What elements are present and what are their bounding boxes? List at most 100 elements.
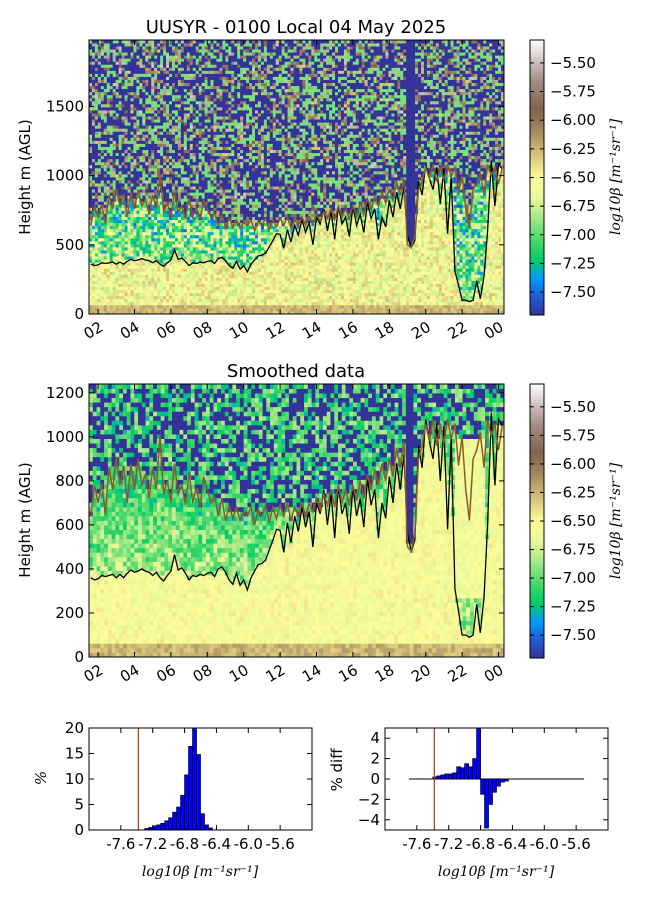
raw-cell <box>249 168 252 171</box>
raw-cell <box>166 140 169 143</box>
raw-cell <box>104 226 107 229</box>
raw-cell <box>125 122 128 125</box>
raw-cell <box>169 195 172 198</box>
raw-cell <box>249 192 252 195</box>
raw-cell <box>249 80 252 83</box>
raw-cell <box>107 144 110 147</box>
raw-cell <box>196 156 199 159</box>
raw-cell <box>107 183 110 186</box>
raw-cell <box>92 137 95 140</box>
raw-cell <box>104 229 107 232</box>
raw-cell <box>225 98 228 101</box>
raw-cell <box>208 277 211 280</box>
raw-cell <box>190 137 193 140</box>
raw-cell <box>128 171 131 174</box>
raw-cell <box>142 220 145 223</box>
raw-cell <box>190 253 193 256</box>
raw-cell <box>104 284 107 287</box>
raw-cell <box>136 107 139 110</box>
raw-cell <box>172 107 175 110</box>
raw-cell <box>222 73 225 76</box>
raw-cell <box>240 241 243 244</box>
raw-cell <box>193 259 196 262</box>
raw-cell <box>163 107 166 110</box>
raw-cell <box>157 95 160 98</box>
raw-cell <box>216 277 219 280</box>
raw-cell <box>145 238 148 241</box>
raw-cell <box>113 253 116 256</box>
raw-cell <box>98 150 101 153</box>
raw-cell <box>184 153 187 156</box>
raw-cell <box>125 305 128 308</box>
raw-cell <box>136 95 139 98</box>
raw-cell <box>208 113 211 116</box>
raw-cell <box>202 195 205 198</box>
raw-cell <box>157 77 160 80</box>
raw-cell <box>122 235 125 238</box>
raw-cell <box>231 89 234 92</box>
raw-cell <box>110 265 113 268</box>
raw-cell <box>184 49 187 52</box>
raw-cell <box>169 177 172 180</box>
raw-cell <box>139 299 142 302</box>
raw-cell <box>139 55 142 58</box>
raw-cell <box>211 244 214 247</box>
raw-cell <box>237 49 240 52</box>
raw-cell <box>128 235 131 238</box>
raw-cell <box>249 210 252 213</box>
raw-cell <box>184 77 187 80</box>
raw-cell <box>240 244 243 247</box>
raw-cell <box>199 183 202 186</box>
raw-cell <box>145 220 148 223</box>
raw-cell <box>116 277 119 280</box>
raw-cell <box>131 162 134 165</box>
raw-cell <box>131 253 134 256</box>
raw-cell <box>166 58 169 61</box>
raw-cell <box>208 55 211 58</box>
raw-cell <box>234 201 237 204</box>
raw-cell <box>208 180 211 183</box>
raw-cell <box>237 204 240 207</box>
raw-cell <box>178 241 181 244</box>
raw-cell <box>145 290 148 293</box>
raw-cell <box>175 177 178 180</box>
raw-cell <box>145 92 148 95</box>
raw-cell <box>240 296 243 299</box>
raw-cell <box>107 308 110 311</box>
raw-cell <box>92 299 95 302</box>
raw-cell <box>98 281 101 284</box>
raw-cell <box>222 183 225 186</box>
raw-cell <box>231 153 234 156</box>
raw-cell <box>89 40 92 43</box>
raw-cell <box>154 308 157 311</box>
raw-cell <box>154 61 157 64</box>
raw-cell <box>136 153 139 156</box>
raw-cell <box>178 226 181 229</box>
raw-cell <box>131 107 134 110</box>
raw-cell <box>142 262 145 265</box>
raw-cell <box>184 299 187 302</box>
raw-cell <box>175 277 178 280</box>
raw-cell <box>190 229 193 232</box>
raw-cell <box>237 52 240 55</box>
raw-cell <box>154 171 157 174</box>
raw-cell <box>125 95 128 98</box>
raw-cell <box>157 302 160 305</box>
raw-cell <box>107 268 110 271</box>
raw-cell <box>110 159 113 162</box>
raw-cell <box>216 262 219 265</box>
raw-cell <box>175 171 178 174</box>
raw-cell <box>163 116 166 119</box>
raw-cell <box>240 201 243 204</box>
raw-cell <box>163 140 166 143</box>
raw-cell <box>208 177 211 180</box>
raw-cell <box>249 281 252 284</box>
raw-cell <box>89 156 92 159</box>
raw-cell <box>160 150 163 153</box>
raw-cell <box>214 204 217 207</box>
raw-cell <box>98 189 101 192</box>
raw-cell <box>89 110 92 113</box>
raw-cell <box>163 162 166 165</box>
raw-cell <box>211 241 214 244</box>
